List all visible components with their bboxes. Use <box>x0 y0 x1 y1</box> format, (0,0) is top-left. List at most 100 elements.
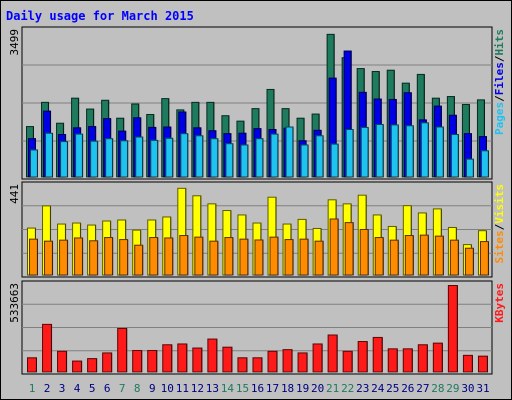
x-tick-label-day-26: 26 <box>401 382 414 395</box>
bar-pages-day-27 <box>420 122 429 178</box>
legend: Pages/Files/Hits <box>493 29 506 135</box>
bar-pages-day-22 <box>345 129 354 178</box>
bar-sites-day-26 <box>404 235 414 276</box>
bar-kbytes-day-12 <box>192 347 203 373</box>
x-tick-label-day-22: 22 <box>341 382 354 395</box>
x-tick-label-day-7: 7 <box>119 382 126 395</box>
bar-kbytes-day-8 <box>132 349 143 373</box>
x-tick-label-day-12: 12 <box>191 382 204 395</box>
y-max-label: 441 <box>8 184 21 204</box>
legend-item: Files <box>493 62 506 95</box>
x-tick-label-day-11: 11 <box>176 382 189 395</box>
bar-kbytes-day-31 <box>477 355 488 373</box>
bar-sites-day-19 <box>299 238 309 276</box>
bar-kbytes-day-16 <box>252 357 263 373</box>
bar-pages-day-19 <box>300 144 309 178</box>
bar-pages-day-18 <box>285 126 294 178</box>
bar-pages-day-21 <box>330 143 339 178</box>
bar-pages-day-24 <box>375 124 384 178</box>
bar-sites-day-30 <box>464 247 474 276</box>
x-tick-label-day-16: 16 <box>251 382 264 395</box>
x-tick-label-day-8: 8 <box>134 382 141 395</box>
legend-item: KBytes <box>493 283 506 323</box>
legend: KBytes <box>493 283 506 323</box>
x-tick-label-day-27: 27 <box>416 382 429 395</box>
bar-pages-day-23 <box>360 126 369 178</box>
bar-kbytes-day-3 <box>57 350 68 373</box>
x-tick-label-day-9: 9 <box>149 382 156 395</box>
bar-pages-day-1 <box>30 149 38 178</box>
bar-pages-day-14 <box>225 143 234 178</box>
x-axis-day-labels: 1 2 3 4 5 6 7 8 9 10 11 12 13 14 15 16 17 18 19 20 21 22 23 24 2… <box>29 382 490 395</box>
bar-pages-day-8 <box>135 136 144 178</box>
x-tick-label-day-2: 2 <box>44 382 51 395</box>
bar-kbytes-day-6 <box>102 352 113 373</box>
x-tick-label-day-13: 13 <box>206 382 219 395</box>
bar-sites-day-23 <box>359 228 369 276</box>
bar-kbytes-day-19 <box>297 352 308 373</box>
bar-kbytes-day-30 <box>462 354 473 373</box>
bar-sites-day-27 <box>419 234 429 276</box>
bar-pages-day-4 <box>75 133 84 178</box>
panel-visits-sites: 441 Sites/Visits <box>8 181 506 278</box>
bar-pages-day-5 <box>90 140 99 178</box>
x-tick-label-day-21: 21 <box>326 382 339 395</box>
chart-title: Daily usage for March 2015 <box>6 9 194 23</box>
x-tick-label-day-30: 30 <box>461 382 474 395</box>
bar-kbytes-day-21 <box>327 334 338 373</box>
bar-pages-day-28 <box>435 126 444 178</box>
bar-pages-day-10 <box>165 137 174 178</box>
bar-kbytes-day-7 <box>117 327 128 373</box>
bar-sites-day-20 <box>314 240 324 276</box>
bar-kbytes-day-2 <box>42 323 53 373</box>
bar-kbytes-day-27 <box>417 344 428 373</box>
bar-sites-day-21 <box>329 218 339 276</box>
bar-sites-day-24 <box>374 237 384 276</box>
bar-kbytes-day-23 <box>357 341 368 373</box>
bar-pages-day-17 <box>270 133 279 178</box>
bar-pages-day-30 <box>465 158 474 178</box>
x-tick-label-day-1: 1 <box>29 382 36 395</box>
x-tick-label-day-4: 4 <box>74 382 81 395</box>
bar-kbytes-day-20 <box>312 343 323 373</box>
x-tick-label-day-19: 19 <box>296 382 309 395</box>
legend: Sites/Visits <box>493 184 506 264</box>
x-tick-label-day-6: 6 <box>104 382 111 395</box>
panel-kbytes: 533663 KBytes <box>8 280 506 375</box>
x-tick-label-day-10: 10 <box>161 382 174 395</box>
x-tick-label-day-31: 31 <box>476 382 489 395</box>
bar-kbytes-day-1 <box>27 357 37 373</box>
bar-sites-day-31 <box>479 241 489 276</box>
bar-sites-day-6 <box>104 237 114 276</box>
bar-pages-day-13 <box>210 138 219 178</box>
x-tick-label-day-20: 20 <box>311 382 324 395</box>
bar-pages-day-20 <box>315 135 324 178</box>
bar-kbytes-day-24 <box>372 336 383 373</box>
bar-kbytes-day-4 <box>72 360 83 373</box>
bar-pages-day-6 <box>105 138 114 178</box>
legend-item: Visits <box>493 184 506 224</box>
bar-pages-day-11 <box>180 133 189 178</box>
x-tick-label-day-24: 24 <box>371 382 385 395</box>
legend-separator: / <box>493 55 506 62</box>
bar-pages-day-15 <box>240 144 249 178</box>
bar-sites-day-25 <box>389 239 399 276</box>
x-tick-label-day-3: 3 <box>59 382 66 395</box>
bar-pages-day-7 <box>120 140 129 178</box>
bar-sites-day-11 <box>179 235 189 276</box>
x-tick-label-day-23: 23 <box>356 382 369 395</box>
bar-pages-day-3 <box>60 141 69 178</box>
bar-sites-day-5 <box>89 240 99 276</box>
bar-kbytes-day-11 <box>177 343 188 373</box>
bar-sites-day-12 <box>194 236 204 276</box>
bar-pages-day-31 <box>480 150 489 178</box>
x-tick-label-day-28: 28 <box>431 382 444 395</box>
bar-sites-day-3 <box>59 239 69 276</box>
bar-kbytes-day-15 <box>237 357 248 373</box>
x-tick-label-day-5: 5 <box>89 382 96 395</box>
bar-pages-day-9 <box>150 139 159 178</box>
bar-pages-day-16 <box>255 138 264 178</box>
